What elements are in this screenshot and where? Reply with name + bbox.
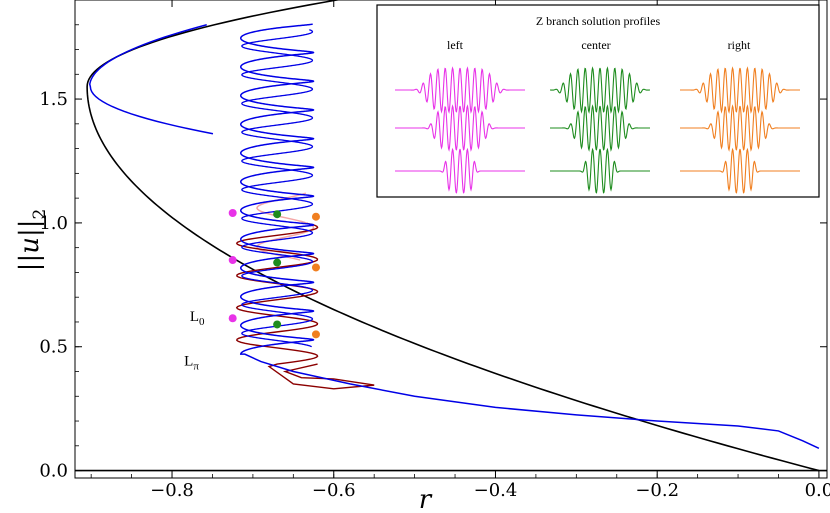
x-tick-label-0: −0.8 — [150, 480, 194, 501]
y-axis-label-sub: 2 — [30, 209, 50, 220]
y-axis-label-bar-right: || — [15, 220, 45, 238]
plot-frame — [74, 0, 828, 479]
x-tick-label-2: −0.4 — [474, 480, 518, 501]
black-branch-curve — [86, 0, 820, 472]
point-right-0 — [311, 330, 320, 339]
y-axis-label-bar-left: || — [15, 254, 45, 272]
y-tick-label-3: 1.5 — [39, 89, 68, 110]
point-center-1 — [273, 258, 282, 267]
inset-profile-right-0 — [680, 66, 800, 114]
points — [228, 208, 320, 339]
svg-text:||u||2: ||u||2 — [15, 209, 50, 272]
point-left-1 — [228, 256, 237, 265]
annotation-1: Lπ — [184, 354, 199, 373]
x-tick-label-1: −0.6 — [312, 480, 356, 501]
point-left-0 — [228, 314, 237, 323]
inset-profile-left-0 — [395, 66, 525, 114]
annotation-main-0: L — [190, 309, 199, 325]
y-axis-label-var: u — [15, 237, 45, 254]
inset-column-label-left: left — [447, 38, 464, 52]
snake-curve-secondary — [241, 29, 314, 348]
x-axis-label: r — [419, 485, 433, 513]
ladder-curve — [235, 222, 375, 390]
point-center-0 — [273, 320, 282, 329]
inset-profile-right-1 — [680, 104, 800, 152]
annotation-sub-0: 0 — [199, 316, 205, 328]
inset-profile-left-1 — [395, 104, 525, 152]
annotation-main-1: L — [184, 354, 193, 370]
inset-profile-right-2 — [680, 147, 800, 194]
x-tick-label-3: −0.2 — [635, 480, 679, 501]
inset-box: Z branch solution profiles left center r… — [376, 4, 820, 198]
inset-profiles — [395, 66, 800, 194]
snake-curve — [239, 23, 820, 449]
point-center-2 — [273, 210, 282, 219]
inset-title: Z branch solution profiles — [536, 14, 661, 28]
y-tick-label-1: 0.5 — [39, 337, 68, 358]
annotation-0: L0 — [190, 309, 205, 328]
blue-fold-branch — [88, 24, 214, 135]
point-left-2 — [228, 208, 237, 217]
annotation-sub-1: π — [193, 361, 199, 373]
y-axis-label: ||u||2 — [15, 209, 50, 272]
y-tick-label-0: 0.0 — [39, 461, 68, 482]
inset-profile-center-1 — [550, 104, 650, 152]
y-tick-label-2: 1.0 — [39, 213, 68, 234]
point-right-2 — [311, 212, 320, 221]
curves — [75, 0, 827, 472]
point-right-1 — [311, 263, 320, 272]
inset-column-label-center: center — [581, 38, 610, 52]
inset-column-label-right: right — [728, 38, 751, 52]
axes: −0.8 −0.6 −0.4 −0.2 0.0 0.0 0.5 1.0 1.5 — [39, 0, 830, 501]
inset-profile-left-2 — [395, 147, 525, 194]
inset-profile-center-2 — [550, 147, 650, 194]
x-tick-label-4: 0.0 — [805, 480, 830, 501]
inset-profile-center-0 — [549, 66, 651, 114]
